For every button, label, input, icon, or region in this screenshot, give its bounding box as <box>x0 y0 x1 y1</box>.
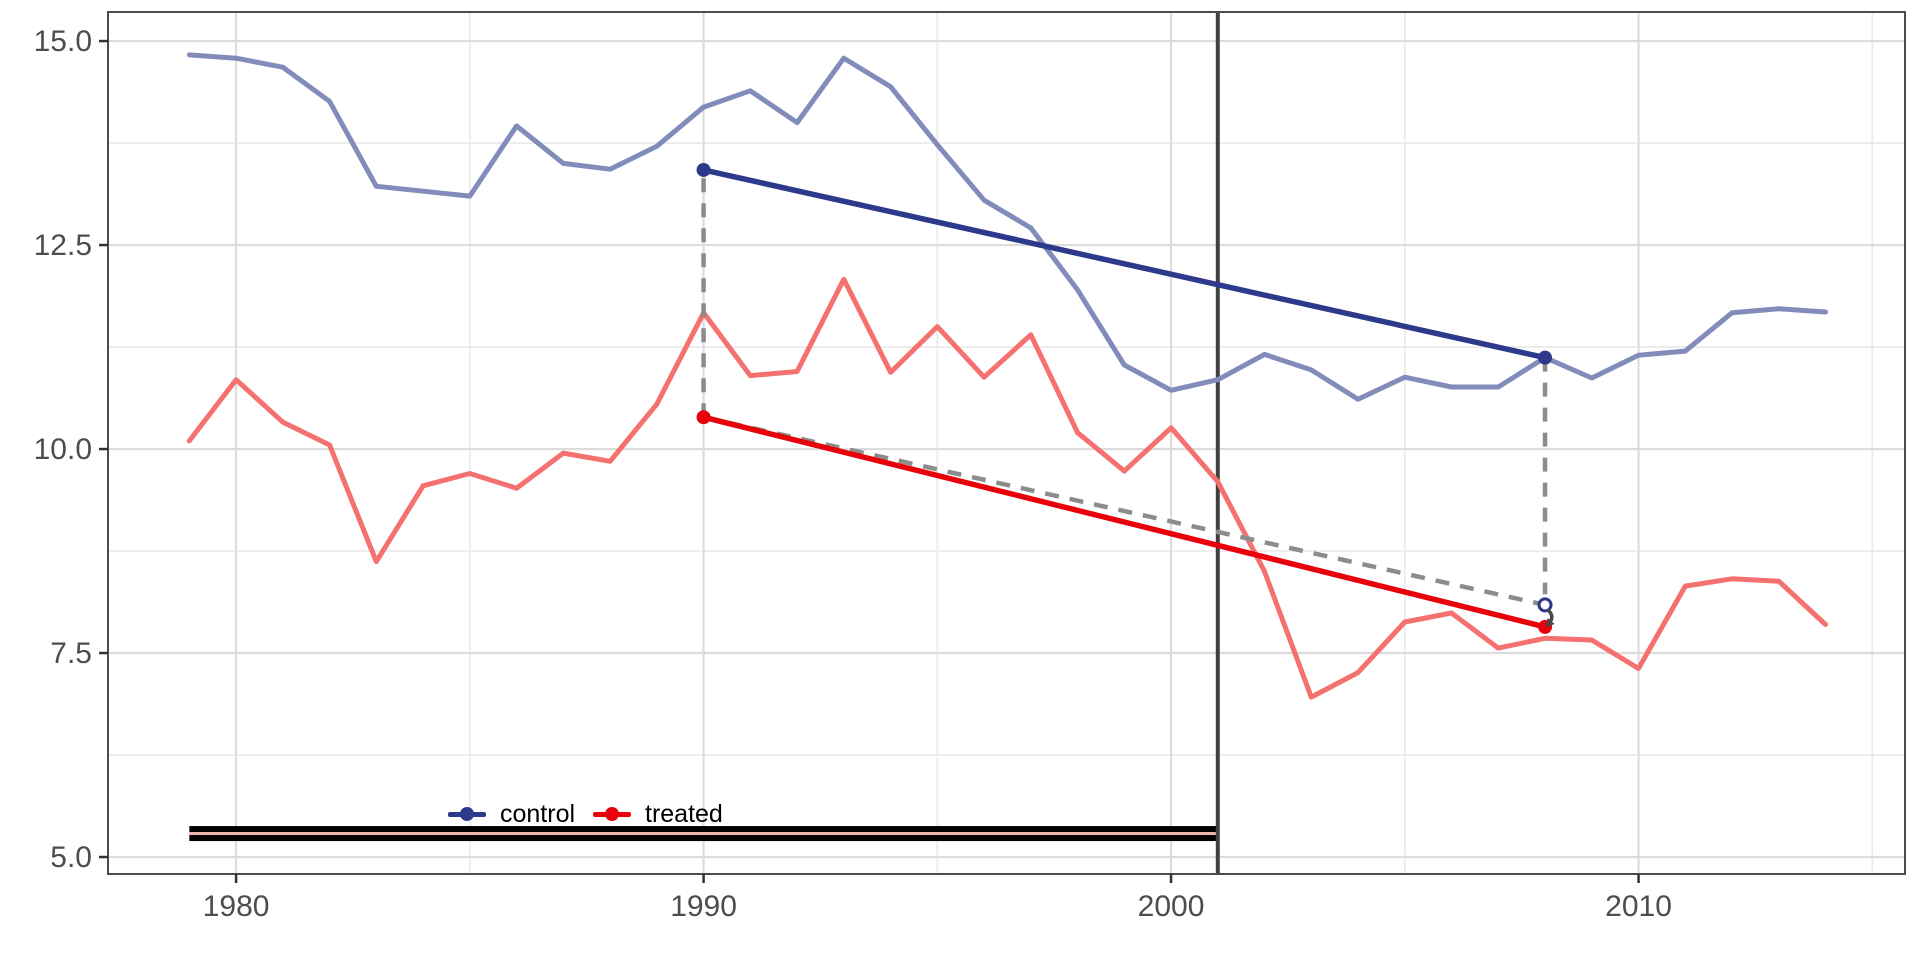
observation-band-top <box>189 826 1218 833</box>
legend-item-control: control <box>448 799 575 829</box>
legend-key-treated-line <box>593 807 631 821</box>
y-axis-tick-label: 15.0 <box>34 25 92 58</box>
y-axis-tick-label: 5.0 <box>50 841 92 874</box>
legend-key-control-line <box>448 807 486 821</box>
legend-label-treated: treated <box>645 800 723 828</box>
y-axis-tick-label: 12.5 <box>34 229 92 262</box>
legend-key-treated-dot <box>605 807 619 821</box>
observation-band-bottom <box>189 835 1218 842</box>
observation-band-middle <box>189 832 1218 836</box>
treated-series-line <box>186 276 1828 700</box>
x-axis-tick-label: 1990 <box>670 890 737 923</box>
legend-item-treated: treated <box>593 799 723 829</box>
panel-border <box>107 11 1906 875</box>
treated-trend-line-start-point <box>696 410 711 425</box>
counterfactual-point <box>1537 597 1553 613</box>
treated-trend-line <box>700 414 1548 630</box>
control-series-line <box>186 52 1828 402</box>
legend-key-control-dot <box>460 807 474 821</box>
effect-arrow <box>1545 608 1555 628</box>
legend-label-control: control <box>500 800 576 828</box>
y-axis-tick-label: 7.5 <box>50 637 92 670</box>
control-trend-line-end-point <box>1538 350 1553 365</box>
control-trend-line-start-point <box>696 162 711 177</box>
counterfactual-dashed-line <box>703 415 1546 608</box>
x-axis-tick-label: 1980 <box>203 890 270 923</box>
control-trend-line <box>700 167 1548 361</box>
x-axis-tick-label: 2010 <box>1605 890 1672 923</box>
plot-layers: 5.0 7.5 10.0 12.5 15.0 1980 1990 2000 2010 <box>34 11 1906 923</box>
x-axis-tick-label: 2000 <box>1138 890 1205 923</box>
y-axis-tick-label: 10.0 <box>34 433 92 466</box>
